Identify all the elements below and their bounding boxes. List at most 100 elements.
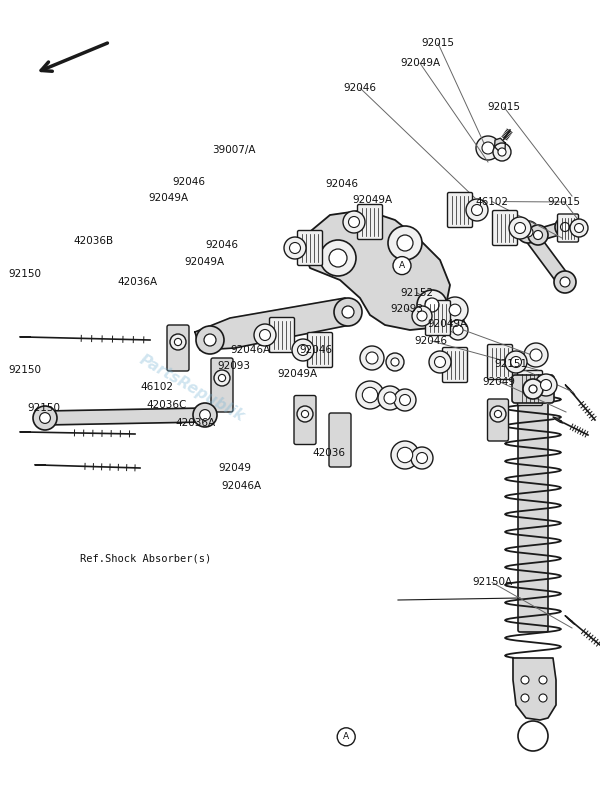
Circle shape [498, 148, 506, 156]
Circle shape [518, 721, 548, 751]
Circle shape [40, 413, 50, 423]
Circle shape [493, 143, 511, 161]
Circle shape [356, 381, 384, 409]
Text: 92049A: 92049A [148, 194, 188, 203]
Circle shape [301, 410, 308, 418]
Circle shape [533, 230, 542, 239]
Text: 92093: 92093 [218, 361, 251, 370]
Circle shape [541, 379, 551, 390]
Circle shape [366, 352, 378, 364]
Circle shape [343, 211, 365, 233]
Circle shape [362, 387, 378, 402]
Circle shape [393, 257, 411, 274]
Text: 92049: 92049 [482, 377, 516, 386]
Text: 92049A: 92049A [184, 258, 224, 267]
Circle shape [505, 351, 527, 373]
Polygon shape [195, 298, 360, 350]
Polygon shape [553, 417, 563, 423]
Circle shape [515, 222, 526, 234]
Circle shape [530, 349, 542, 361]
Circle shape [193, 403, 217, 427]
Circle shape [411, 447, 433, 469]
Circle shape [298, 345, 308, 355]
Circle shape [539, 694, 547, 702]
Text: 42036: 42036 [313, 448, 346, 458]
Circle shape [391, 358, 399, 366]
Circle shape [555, 217, 575, 237]
Circle shape [521, 694, 529, 702]
Text: 92046: 92046 [173, 177, 205, 186]
Text: A: A [399, 261, 405, 270]
Circle shape [560, 222, 569, 231]
Text: 92015: 92015 [421, 38, 455, 48]
Text: 92049A: 92049A [427, 319, 467, 329]
FancyBboxPatch shape [329, 413, 351, 467]
Circle shape [575, 223, 583, 233]
Polygon shape [300, 210, 450, 330]
Circle shape [509, 217, 531, 239]
Polygon shape [45, 408, 205, 425]
Circle shape [384, 392, 396, 404]
Circle shape [349, 217, 359, 227]
Text: 42036C: 42036C [146, 400, 187, 410]
FancyBboxPatch shape [512, 375, 554, 403]
Polygon shape [565, 385, 575, 395]
Text: 92046: 92046 [343, 83, 377, 93]
Circle shape [425, 298, 439, 312]
FancyBboxPatch shape [425, 301, 451, 335]
FancyBboxPatch shape [557, 214, 578, 242]
Text: 92049A: 92049A [400, 58, 440, 68]
Circle shape [196, 326, 224, 354]
Text: 92046: 92046 [325, 179, 358, 189]
Circle shape [523, 379, 543, 399]
Text: 92152: 92152 [400, 288, 434, 298]
Polygon shape [565, 616, 575, 624]
Text: 92046: 92046 [414, 336, 447, 346]
Circle shape [449, 304, 461, 316]
Text: 92150: 92150 [28, 403, 60, 413]
FancyBboxPatch shape [487, 399, 509, 441]
FancyBboxPatch shape [493, 210, 517, 246]
Text: 92049: 92049 [219, 463, 252, 473]
Text: 46102: 46102 [141, 382, 174, 392]
Circle shape [254, 324, 276, 346]
Circle shape [337, 728, 355, 746]
Circle shape [218, 374, 226, 382]
Text: 42036B: 42036B [73, 236, 113, 246]
Circle shape [204, 334, 216, 346]
Circle shape [539, 676, 547, 684]
Circle shape [417, 311, 427, 321]
Circle shape [342, 306, 354, 318]
Circle shape [434, 357, 445, 367]
Circle shape [412, 306, 432, 326]
FancyBboxPatch shape [269, 318, 295, 353]
Circle shape [334, 298, 362, 326]
Circle shape [494, 410, 502, 418]
Polygon shape [494, 138, 505, 152]
FancyBboxPatch shape [487, 345, 512, 379]
Circle shape [453, 325, 463, 335]
FancyBboxPatch shape [358, 205, 383, 239]
Circle shape [388, 226, 422, 260]
Circle shape [528, 225, 548, 245]
Circle shape [284, 237, 306, 259]
Circle shape [329, 249, 347, 267]
Circle shape [490, 406, 506, 422]
Text: 92150A: 92150A [472, 578, 512, 587]
Circle shape [170, 334, 186, 350]
Circle shape [521, 676, 529, 684]
Circle shape [397, 235, 413, 251]
FancyBboxPatch shape [443, 347, 467, 382]
Text: 92046A: 92046A [221, 481, 261, 490]
Circle shape [417, 290, 447, 320]
Circle shape [394, 389, 416, 411]
Circle shape [524, 343, 548, 367]
Circle shape [200, 410, 211, 421]
Polygon shape [513, 658, 556, 720]
Text: 92015: 92015 [548, 197, 581, 206]
Circle shape [517, 221, 539, 243]
FancyBboxPatch shape [211, 358, 233, 412]
FancyBboxPatch shape [448, 193, 473, 227]
Circle shape [397, 447, 413, 462]
Text: 92150: 92150 [9, 366, 42, 375]
